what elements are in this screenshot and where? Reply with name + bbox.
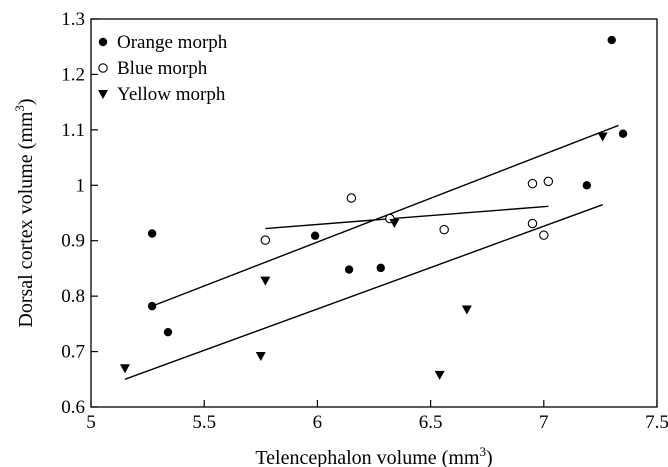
data-point — [389, 218, 400, 228]
data-point — [539, 230, 549, 240]
legend: Orange morph Blue morph Yellow morph — [98, 32, 228, 105]
data-point — [255, 352, 266, 362]
data-point — [163, 327, 173, 337]
x-axis-title-sup: 3 — [479, 444, 486, 459]
x-tick-label: 6.5 — [419, 412, 443, 433]
legend-marker — [98, 90, 108, 99]
data-point — [439, 224, 449, 235]
x-tick-label: 7 — [539, 412, 549, 433]
y-tick-label: 0.9 — [61, 231, 85, 252]
x-tick-label: 6 — [313, 412, 323, 433]
data-point — [260, 276, 271, 286]
x-tick-label: 5 — [86, 412, 96, 433]
fit-line — [151, 124, 619, 307]
data-point — [527, 218, 538, 229]
data-point — [618, 129, 628, 138]
y-tick-label: 0.7 — [61, 342, 85, 363]
y-axis-title: Dorsal cortex volume (mm3) — [12, 98, 37, 327]
y-axis-title-sup: 3 — [12, 105, 27, 112]
y-tick-label: 1.1 — [61, 120, 85, 141]
legend-label: Blue morph — [117, 58, 208, 79]
y-axis-title-main: Dorsal cortex volume (mm — [15, 111, 37, 327]
x-axis-title-main: Telencephalon volume (mm — [255, 447, 480, 467]
data-point — [582, 181, 592, 190]
y-tick-label: 1.3 — [61, 9, 85, 30]
fit-line — [265, 205, 549, 230]
data-points — [119, 35, 628, 380]
data-point — [147, 229, 157, 238]
fit-lines — [124, 124, 619, 380]
legend-label: Orange morph — [117, 32, 228, 53]
y-tick-label: 1 — [76, 175, 86, 196]
x-axis-title: Telencephalon volume (mm3) — [255, 444, 492, 467]
x-tick-label: 5.5 — [192, 412, 216, 433]
data-point — [344, 265, 354, 274]
data-point — [147, 301, 157, 311]
data-point — [346, 193, 357, 203]
data-point — [376, 263, 385, 273]
fit-line — [124, 204, 603, 380]
data-point — [119, 364, 130, 374]
y-axis-title-end: ) — [15, 98, 37, 105]
x-axis-title-end: ) — [486, 447, 493, 467]
data-point — [434, 370, 445, 380]
legend-label: Yellow morph — [117, 84, 226, 105]
legend-marker — [98, 37, 108, 47]
data-point — [461, 305, 472, 315]
y-tick-label: 1.2 — [61, 64, 85, 85]
data-point — [543, 176, 554, 187]
legend-marker — [98, 63, 108, 73]
axis-ticks: 5 5.5 6 6.5 7 7.5 0.6 0.7 0.8 0.9 1 1.1 1.2 1.3 — [61, 9, 668, 433]
plot-frame — [90, 18, 658, 408]
x-tick-label: 7.5 — [645, 412, 668, 433]
data-point — [607, 35, 616, 45]
y-tick-label: 0.6 — [61, 397, 85, 418]
data-point — [527, 178, 538, 189]
y-tick-label: 0.8 — [61, 286, 85, 307]
data-point — [260, 235, 271, 245]
data-point — [310, 231, 320, 240]
data-point — [597, 132, 608, 142]
